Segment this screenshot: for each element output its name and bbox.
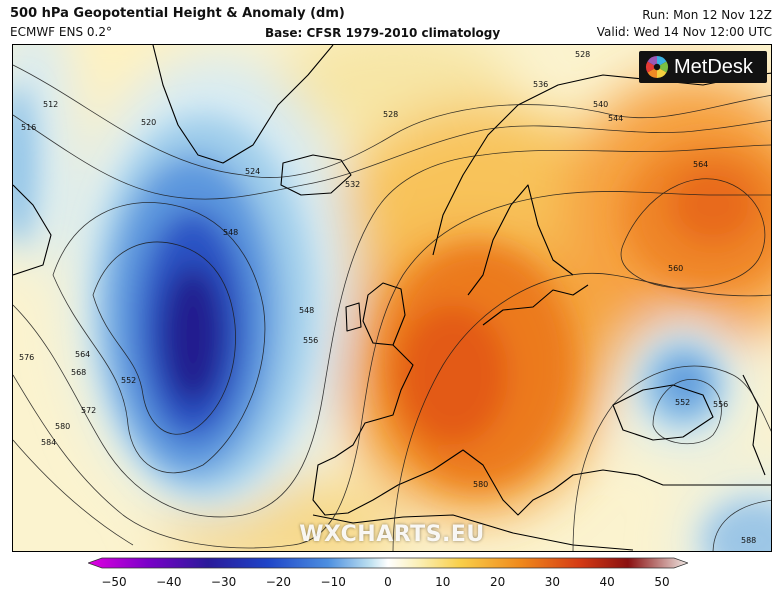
- colorbar-tick-label: −30: [211, 575, 236, 589]
- contour-label: 516: [21, 123, 36, 132]
- contour-label: 556: [713, 400, 728, 409]
- labrador-coast: [13, 184, 52, 276]
- colorbar-tick-label: 40: [600, 575, 615, 589]
- british-isles: [345, 282, 406, 346]
- mediterranean-coast: [432, 449, 771, 516]
- colorbar-tick-label: 50: [654, 575, 669, 589]
- colorbar-tick-label: −40: [156, 575, 181, 589]
- chart-title: 500 hPa Geopotential Height & Anomaly (d…: [10, 6, 345, 21]
- contour-label: 548: [299, 306, 314, 315]
- contour-label: 540: [593, 100, 608, 109]
- contour-label: 528: [575, 50, 590, 59]
- contour-label: 564: [693, 160, 708, 169]
- scandinavia-inner: [467, 184, 574, 296]
- contour-label: 584: [41, 438, 56, 447]
- contour-label: 580: [55, 422, 70, 431]
- anomaly-colorbar: −50 −40 −30 −20 −10 0 10 20 30 40 50: [86, 556, 690, 600]
- wxcharts-watermark: WXCHARTS.EU: [299, 522, 485, 547]
- contour-label: 568: [71, 368, 86, 377]
- metdesk-logo-text: MetDesk: [674, 55, 753, 78]
- caspian-coast: [742, 374, 766, 476]
- contour-label: 532: [345, 180, 360, 189]
- contour-label: 552: [675, 398, 690, 407]
- contour-label: 560: [668, 264, 683, 273]
- black-sea: [612, 384, 714, 441]
- contour-label: 524: [245, 167, 260, 176]
- contour-label: 572: [81, 406, 96, 415]
- contour-label: 580: [473, 480, 488, 489]
- contour-label: 556: [303, 336, 318, 345]
- contour-label: 520: [141, 118, 156, 127]
- contour-label: 576: [19, 353, 34, 362]
- metdesk-logo: MetDesk: [639, 51, 767, 83]
- metdesk-logo-icon: [646, 56, 668, 78]
- contour-label: 552: [121, 376, 136, 385]
- iceland-coast: [280, 154, 352, 196]
- colorbar-tick-label: −20: [266, 575, 291, 589]
- europe-west-coast: [312, 344, 434, 516]
- colorbar-tick-label: 20: [490, 575, 505, 589]
- contour-label: 588: [741, 536, 756, 545]
- colorbar-tick-label: 30: [545, 575, 560, 589]
- colorbar-tick-label: 0: [384, 575, 392, 589]
- colorbar-tick-label: −10: [321, 575, 346, 589]
- contour-label: 548: [223, 228, 238, 237]
- weather-map: 516 520 524 528 528 532 536 540 544 548 …: [12, 44, 772, 552]
- contour-label: 512: [43, 100, 58, 109]
- contour-label: 564: [75, 350, 90, 359]
- colorbar-tick-label: 10: [435, 575, 450, 589]
- climatology-label: Base: CFSR 1979-2010 climatology: [265, 26, 501, 40]
- baltic-coast: [482, 284, 589, 326]
- colorbar-bar: [86, 557, 690, 569]
- contour-label: 536: [533, 80, 548, 89]
- contour-label: 544: [608, 114, 623, 123]
- model-label: ECMWF ENS 0.2°: [10, 25, 112, 39]
- run-time: Run: Mon 12 Nov 12Z: [642, 8, 772, 22]
- greenland-coast: [152, 45, 334, 164]
- colorbar-tick-label: −50: [101, 575, 126, 589]
- valid-time: Valid: Wed 14 Nov 12:00 UTC: [596, 25, 772, 39]
- contour-label: 528: [383, 110, 398, 119]
